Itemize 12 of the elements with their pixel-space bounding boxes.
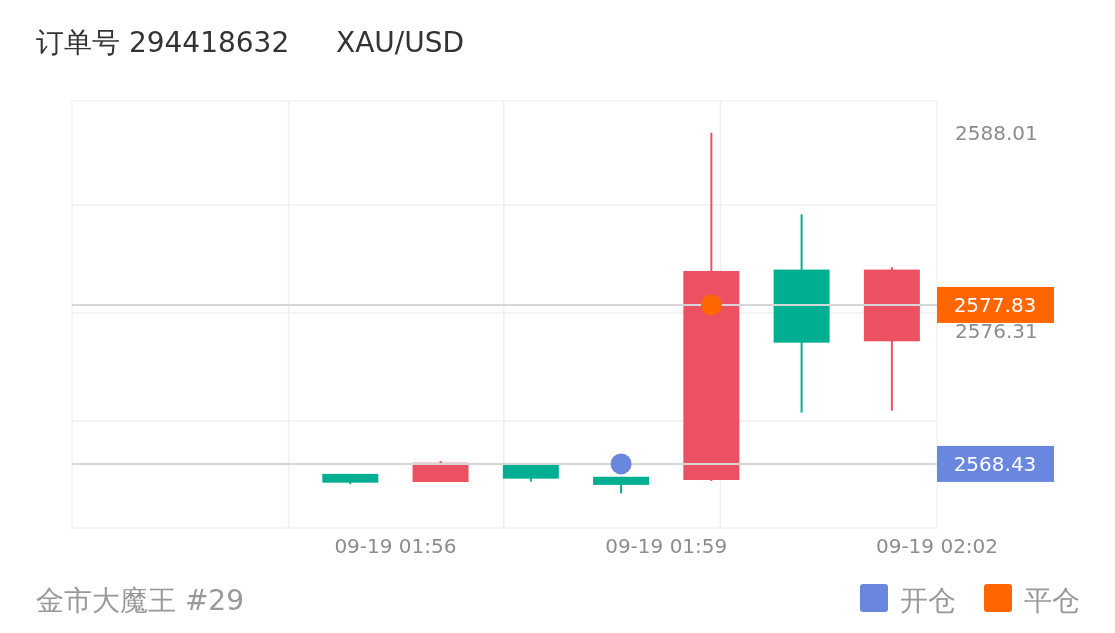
legend-label: 平仓 [1024, 584, 1080, 617]
chart-subtitle: XAU/USD [336, 26, 465, 59]
chart-title: 订单号 294418632 [36, 26, 290, 59]
y-tick-label: 2576.31 [955, 318, 1038, 343]
y-tick-label: 2588.01 [955, 120, 1038, 145]
ref-line-label: 2577.83 [953, 292, 1037, 317]
x-tick-label: 09-19 01:59 [605, 534, 728, 558]
legend-label: 开仓 [900, 584, 956, 617]
text: 金市大魔王 #29 [36, 584, 244, 617]
x-tick-label: 09-19 02:02 [875, 534, 999, 558]
ref-line-label: 2568.43 [953, 451, 1037, 476]
x-tick-label: 09-19 01:56 [334, 534, 457, 558]
